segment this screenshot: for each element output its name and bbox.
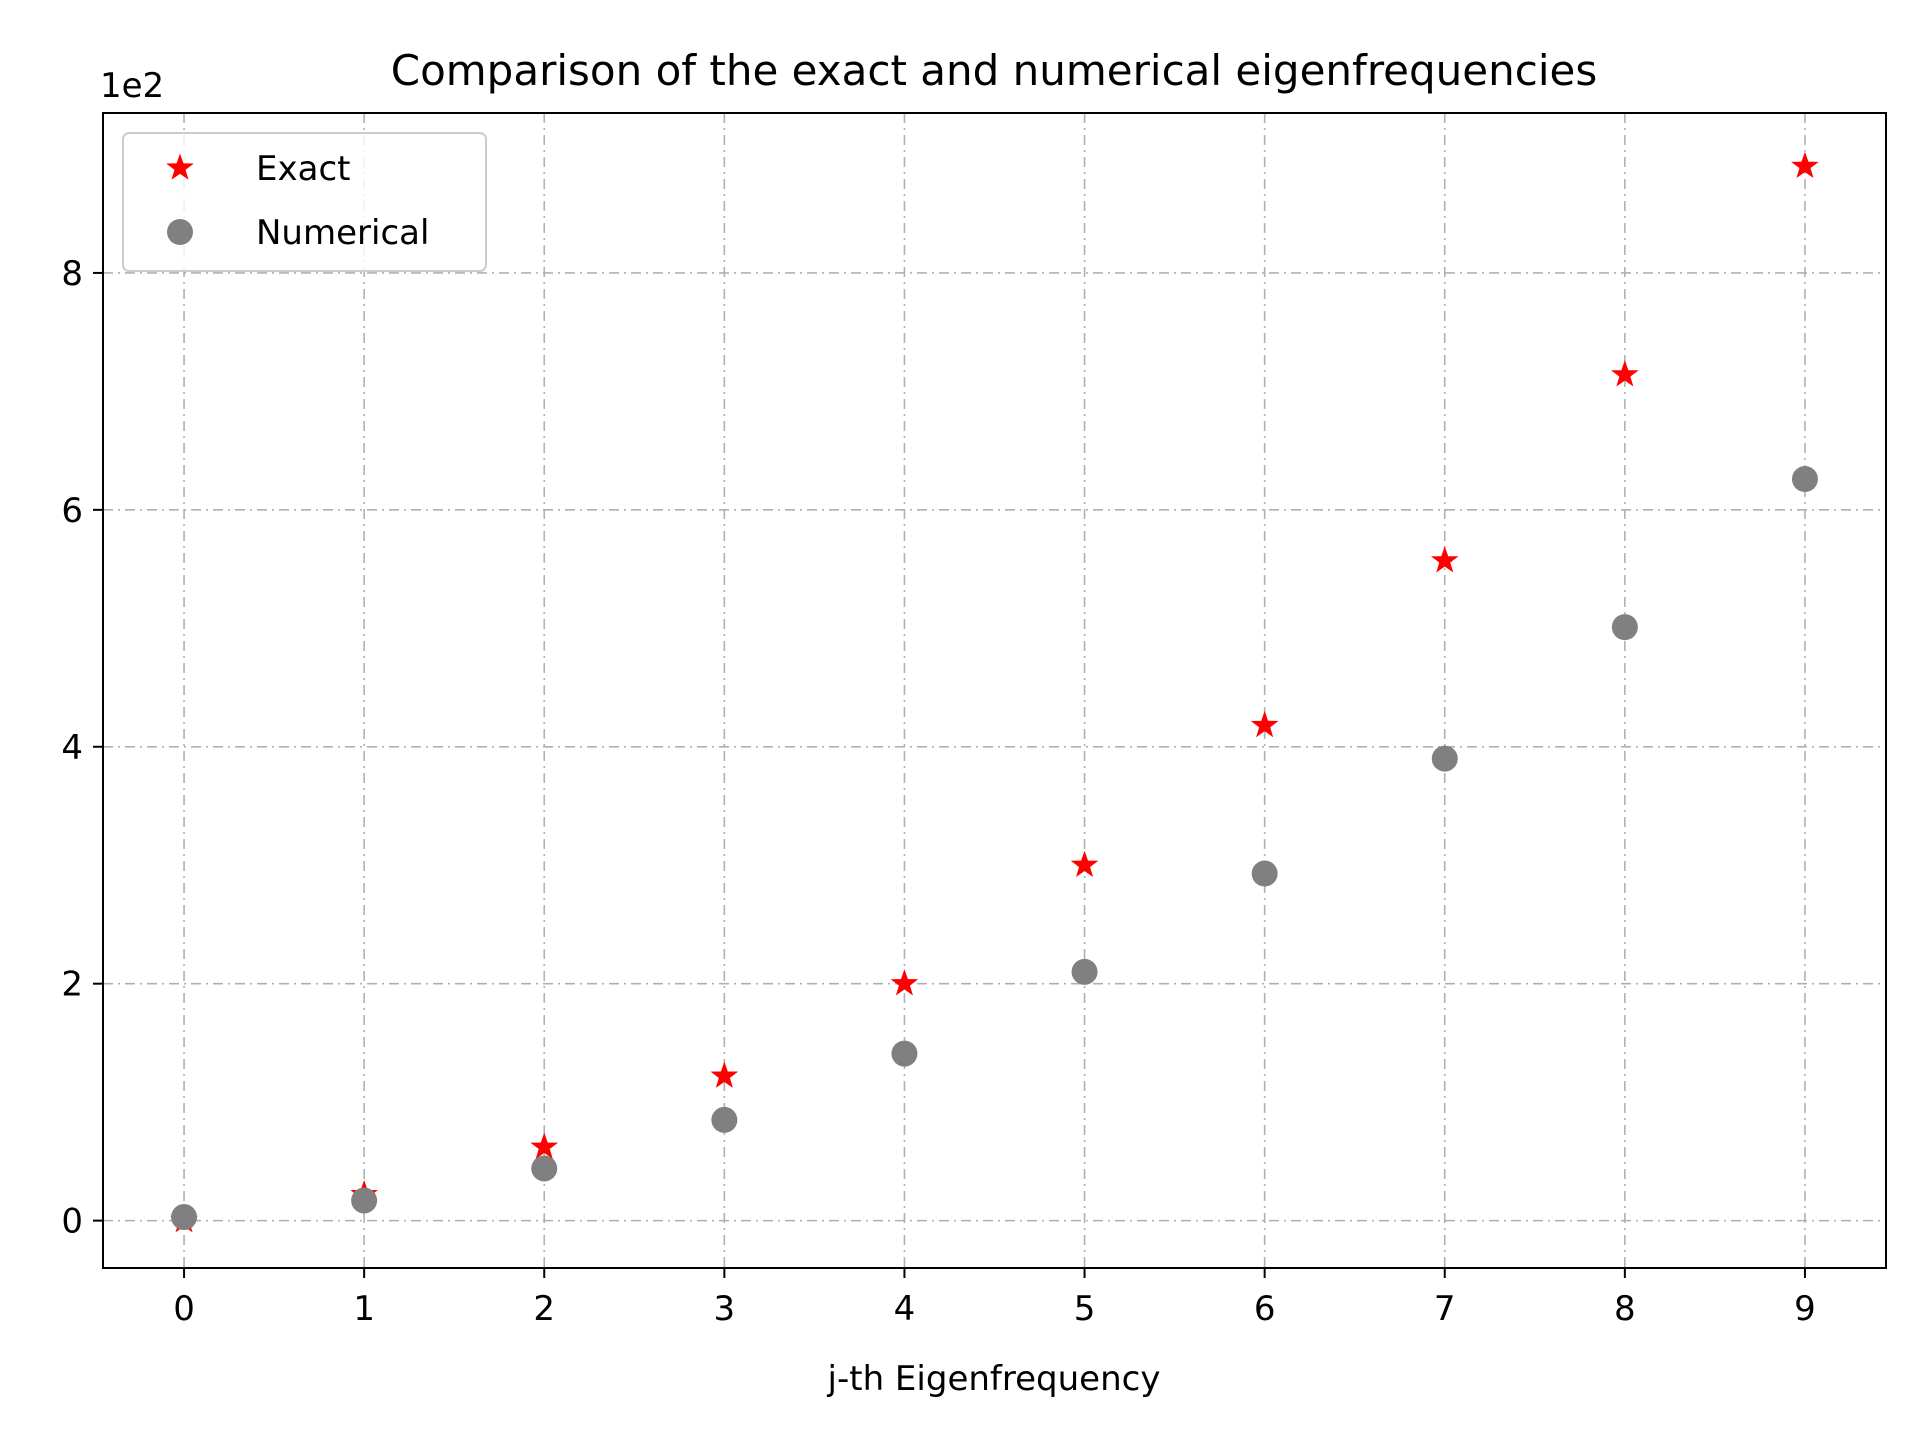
data-point-numerical [1791, 466, 1818, 493]
x-tick-label: 6 [1254, 1289, 1276, 1329]
y-tick-label: 6 [61, 491, 83, 531]
data-point-exact [1611, 360, 1639, 387]
legend-label-exact: Exact [256, 149, 350, 189]
x-axis-ticks: 0 1 2 3 4 5 6 7 8 9 [173, 1268, 1816, 1329]
x-tick-label: 1 [353, 1289, 375, 1329]
plot-frame [102, 112, 1887, 1269]
y-tick-label: 0 [61, 1202, 83, 1242]
legend-marker-numerical [167, 219, 193, 245]
data-point-exact [1430, 546, 1459, 573]
legend-label-numerical: Numerical [256, 213, 429, 253]
data-point-exact [530, 1132, 559, 1159]
legend: Exact Numerical [122, 132, 487, 272]
chart-title: Comparison of the exact and numerical ei… [391, 46, 1598, 95]
data-point-numerical [1251, 860, 1278, 887]
data-point-exact [1070, 850, 1099, 877]
y-tick-label: 2 [61, 965, 83, 1005]
x-tick-label: 2 [533, 1289, 555, 1329]
y-tick-label: 8 [61, 254, 83, 294]
data-point-numerical [711, 1106, 738, 1133]
series-exact [170, 151, 1819, 1233]
data-point-numerical [1611, 614, 1638, 641]
y-tick-label: 4 [61, 728, 83, 768]
data-point-numerical [1431, 745, 1458, 772]
x-tick-label: 0 [173, 1289, 195, 1329]
y-axis-ticks: 0 2 4 6 8 [61, 254, 103, 1242]
data-point-numerical [531, 1155, 558, 1182]
data-point-exact [890, 969, 919, 996]
data-point-numerical [1071, 958, 1098, 985]
grid-layer [103, 113, 1886, 1268]
series-numerical [171, 466, 1818, 1231]
x-tick-label: 8 [1614, 1289, 1636, 1329]
x-tick-label: 4 [894, 1289, 916, 1329]
data-point-numerical [891, 1040, 918, 1067]
data-point-exact [1250, 710, 1279, 738]
x-axis-label: j-th Eigenfrequency [827, 1359, 1161, 1399]
legend-marker-exact [166, 153, 194, 180]
data-points [170, 151, 1819, 1233]
x-tick-label: 5 [1074, 1289, 1096, 1329]
data-point-exact [710, 1061, 739, 1088]
x-tick-label: 3 [714, 1289, 736, 1329]
legend-box [122, 132, 487, 272]
data-point-exact [1791, 151, 1819, 179]
data-point-numerical [171, 1204, 198, 1231]
x-tick-label: 7 [1434, 1289, 1456, 1329]
data-point-numerical [351, 1187, 378, 1214]
y-axis-offset-label: 1e2 [100, 66, 164, 106]
legend-circle-marker [167, 219, 193, 245]
x-tick-label: 9 [1794, 1289, 1816, 1329]
legend-star-marker [166, 153, 194, 180]
